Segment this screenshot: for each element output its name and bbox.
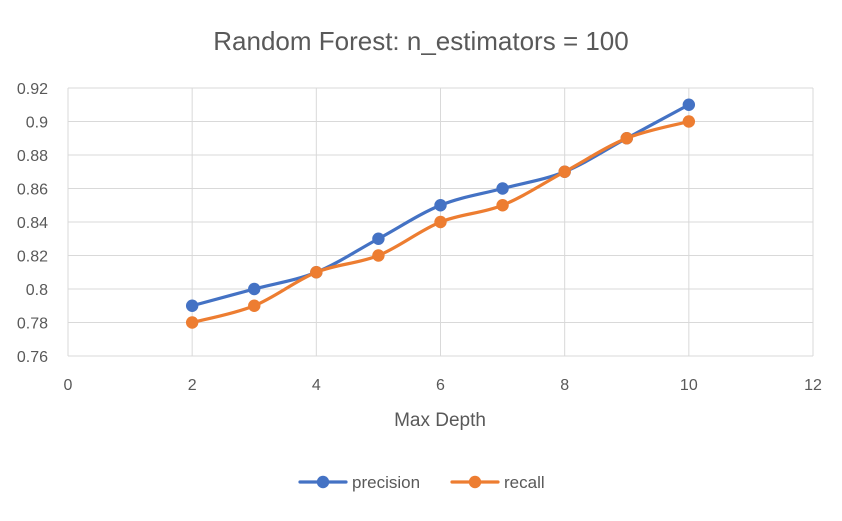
y-tick-label: 0.78 [17, 316, 48, 333]
y-tick-label: 0.8 [26, 282, 48, 299]
x-tick-label: 6 [436, 377, 445, 394]
precision-point [434, 199, 447, 212]
precision-point [682, 98, 696, 111]
legend-item-recall: recall [450, 473, 545, 492]
recall-point [558, 165, 571, 178]
recall-point [185, 316, 199, 329]
y-tick-label: 0.76 [17, 349, 48, 366]
series-recall [185, 115, 696, 329]
series-layer [185, 98, 696, 329]
y-tick-label: 0.9 [26, 115, 48, 132]
legend: precision recall [298, 473, 545, 492]
precision-point [372, 232, 385, 245]
x-tick-label: 8 [560, 377, 569, 394]
x-axis-label: Max Depth [394, 410, 486, 431]
x-tick-label: 2 [188, 377, 197, 394]
legend-label: precision [352, 473, 420, 492]
legend-item-precision: precision [298, 473, 420, 492]
recall-point [496, 199, 509, 212]
recall-point [682, 115, 696, 128]
y-axis-tick-labels: 0.76 0.78 0.8 0.82 0.84 0.86 0.88 0.9 0.92 [17, 81, 48, 366]
precision-point [185, 299, 199, 312]
y-tick-label: 0.86 [17, 182, 48, 199]
x-axis-tick-labels: 0 2 4 6 8 10 12 [64, 377, 822, 394]
recall-point [434, 215, 447, 229]
legend-marker [468, 475, 482, 489]
x-tick-label: 0 [64, 377, 73, 394]
recall-point [310, 266, 323, 279]
recall-point [248, 299, 261, 312]
legend-marker [316, 475, 330, 489]
y-tick-label: 0.88 [17, 148, 48, 165]
legend-label: recall [504, 473, 545, 492]
precision-point [248, 282, 261, 296]
x-tick-label: 4 [312, 377, 321, 394]
recall-point [620, 132, 633, 145]
recall-point [372, 249, 385, 262]
y-tick-label: 0.82 [17, 249, 48, 266]
y-tick-label: 0.84 [17, 215, 48, 232]
x-tick-label: 12 [804, 377, 822, 394]
chart-title: Random Forest: n_estimators = 100 [213, 26, 628, 56]
y-tick-label: 0.92 [17, 81, 48, 98]
x-tick-label: 10 [680, 377, 698, 394]
precision-point [496, 182, 509, 195]
